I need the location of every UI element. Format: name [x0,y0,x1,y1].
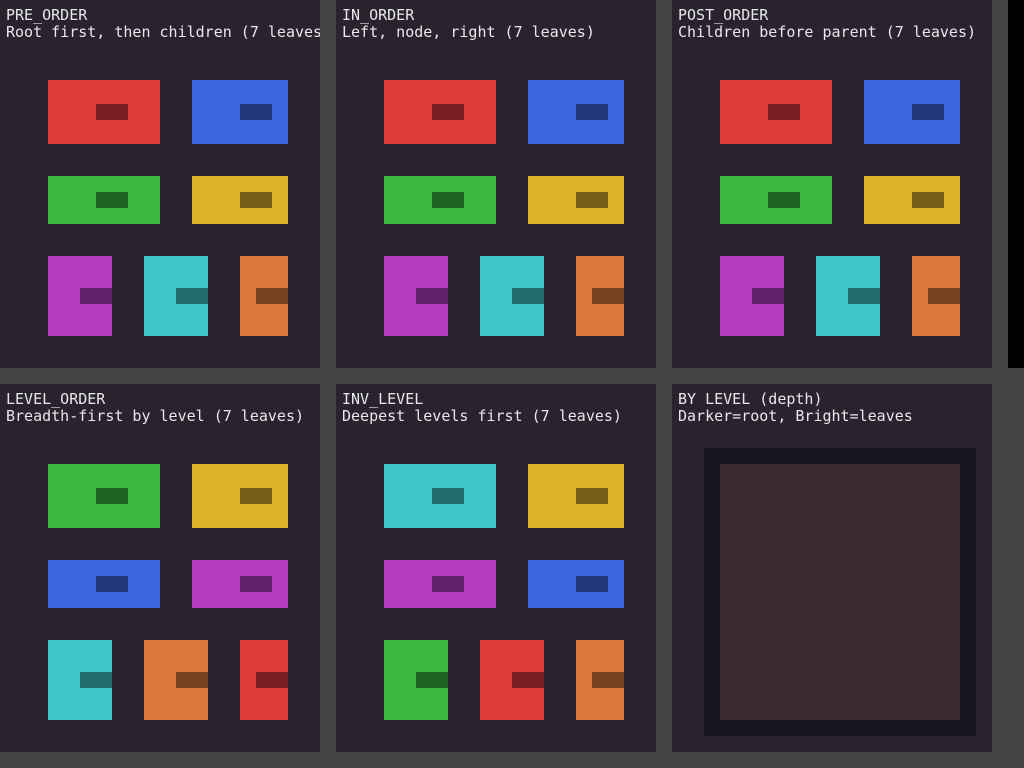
leaf-node-red[interactable] [720,80,832,144]
leaf-node-orange[interactable] [240,256,288,336]
leaf-node-magenta[interactable] [192,560,288,608]
leaf-node-orange[interactable] [912,256,960,336]
leaf-marker [848,288,880,304]
panel-inv-level: INV_LEVEL Deepest levels first (7 leaves) [336,384,656,752]
leaf-node-cyan[interactable] [48,640,112,720]
leaf-node-green[interactable] [48,464,160,528]
leaf-node-cyan[interactable] [816,256,880,336]
leaf-marker [576,488,608,504]
window-edge [1008,0,1024,368]
leaf-node-magenta[interactable] [384,560,496,608]
leaf-marker [240,104,272,120]
leaf-marker [768,192,800,208]
leaf-marker [928,288,960,304]
leaf-node-yellow[interactable] [192,464,288,528]
leaf-node-yellow[interactable] [864,176,960,224]
leaf-node-red[interactable] [240,640,288,720]
leaf-node-red[interactable] [384,80,496,144]
panel-description: Children before parent (7 leaves) [678,23,977,41]
leaf-marker [240,192,272,208]
leaf-marker [256,288,288,304]
leaf-node-cyan[interactable] [144,256,208,336]
leaf-node-blue[interactable] [48,560,160,608]
panel-title: IN_ORDER [342,6,415,24]
leaf-node-green[interactable] [384,176,496,224]
leaf-marker [96,576,128,592]
leaf-node-blue[interactable] [528,560,624,608]
leaf-node-red[interactable] [48,80,160,144]
panel-in-order: IN_ORDER Left, node, right (7 leaves) [336,0,656,368]
panel-description: Deepest levels first (7 leaves) [342,407,622,425]
panel-by-level: BY LEVEL (depth) Darker=root, Bright=leav… [672,384,992,752]
leaf-marker [176,672,208,688]
leaf-marker [416,288,448,304]
leaf-marker [416,672,448,688]
leaf-marker [240,576,272,592]
panel-title: LEVEL_ORDER [6,390,106,408]
leaf-marker [256,672,288,688]
depth-map-fill [720,464,960,720]
leaf-node-red[interactable] [480,640,544,720]
leaf-node-orange[interactable] [576,640,624,720]
leaf-marker [576,192,608,208]
leaf-node-magenta[interactable] [720,256,784,336]
panel-post-order: POST_ORDER Children before parent (7 leav… [672,0,992,368]
panel-title: POST_ORDER [678,6,769,24]
leaf-marker [96,488,128,504]
leaf-node-cyan[interactable] [384,464,496,528]
leaf-node-orange[interactable] [576,256,624,336]
leaf-marker [432,576,464,592]
leaf-node-orange[interactable] [144,640,208,720]
leaf-marker [768,104,800,120]
leaf-node-cyan[interactable] [480,256,544,336]
depth-map-frame [704,448,976,736]
leaf-node-yellow[interactable] [192,176,288,224]
panel-pre-order: PRE_ORDER Root first, then children (7 le… [0,0,320,368]
leaf-marker [912,192,944,208]
leaf-node-blue[interactable] [192,80,288,144]
leaf-marker [512,288,544,304]
panel-description: Breadth-first by level (7 leaves) [6,407,305,425]
leaf-marker [80,672,112,688]
leaf-node-magenta[interactable] [384,256,448,336]
panel-description: Left, node, right (7 leaves) [342,23,595,41]
leaf-node-yellow[interactable] [528,176,624,224]
leaf-node-green[interactable] [384,640,448,720]
panel-description: Darker=root, Bright=leaves [678,407,913,425]
panel-description: Root first, then children (7 leaves) [6,23,320,41]
leaf-marker [752,288,784,304]
leaf-node-yellow[interactable] [528,464,624,528]
panel-title: INV_LEVEL [342,390,424,408]
leaf-marker [432,488,464,504]
leaf-marker [96,104,128,120]
leaf-marker [512,672,544,688]
leaf-node-green[interactable] [48,176,160,224]
leaf-node-blue[interactable] [528,80,624,144]
leaf-node-magenta[interactable] [48,256,112,336]
panel-title: BY LEVEL (depth) [678,390,823,408]
leaf-marker [592,288,624,304]
leaf-marker [432,104,464,120]
leaf-marker [80,288,112,304]
leaf-node-green[interactable] [720,176,832,224]
leaf-marker [912,104,944,120]
leaf-marker [592,672,624,688]
leaf-marker [176,288,208,304]
panel-level-order: LEVEL_ORDER Breadth-first by level (7 lea… [0,384,320,752]
leaf-marker [576,104,608,120]
leaf-marker [96,192,128,208]
leaf-node-blue[interactable] [864,80,960,144]
panel-title: PRE_ORDER [6,6,88,24]
leaf-marker [432,192,464,208]
leaf-marker [240,488,272,504]
leaf-marker [576,576,608,592]
